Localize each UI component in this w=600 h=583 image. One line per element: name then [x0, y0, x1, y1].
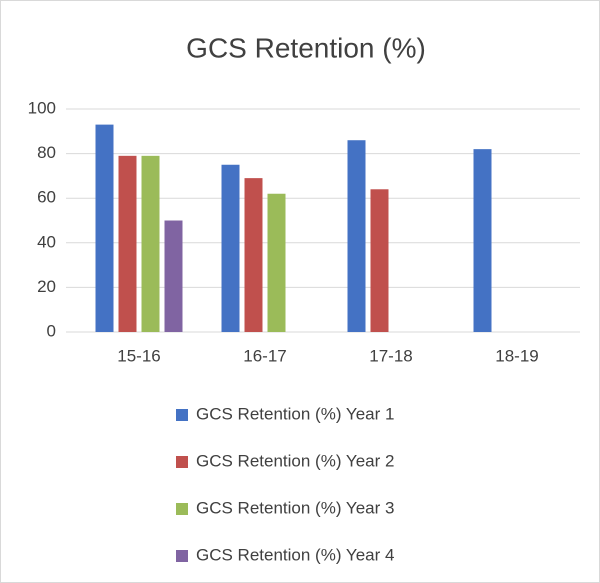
x-tick-label: 17-18: [369, 346, 412, 365]
bar: [164, 220, 183, 332]
bar: [118, 155, 137, 332]
y-tick-label: 40: [37, 232, 56, 251]
bar: [244, 178, 263, 332]
x-tick-label: 15-16: [117, 346, 160, 365]
bar: [370, 189, 389, 332]
legend-swatch: [176, 456, 188, 468]
y-tick-label: 80: [37, 143, 56, 162]
x-tick-label: 18-19: [495, 346, 538, 365]
legend-swatch: [176, 550, 188, 562]
bar: [267, 193, 286, 332]
legend-swatch: [176, 503, 188, 515]
chart-title: GCS Retention (%): [186, 32, 426, 63]
bar: [95, 124, 114, 332]
legend-label: GCS Retention (%) Year 1: [196, 404, 394, 423]
bar: [347, 140, 366, 332]
legend-label: GCS Retention (%) Year 2: [196, 451, 394, 470]
y-tick-label: 60: [37, 188, 56, 207]
y-tick-label: 0: [47, 321, 56, 340]
bar: [141, 155, 160, 332]
bar: [221, 164, 240, 332]
legend-swatch: [176, 409, 188, 421]
legend-label: GCS Retention (%) Year 3: [196, 498, 394, 517]
legend-label: GCS Retention (%) Year 4: [196, 545, 394, 564]
x-tick-label: 16-17: [243, 346, 286, 365]
y-tick-label: 20: [37, 277, 56, 296]
bar: [473, 149, 492, 332]
y-tick-label: 100: [28, 98, 56, 117]
